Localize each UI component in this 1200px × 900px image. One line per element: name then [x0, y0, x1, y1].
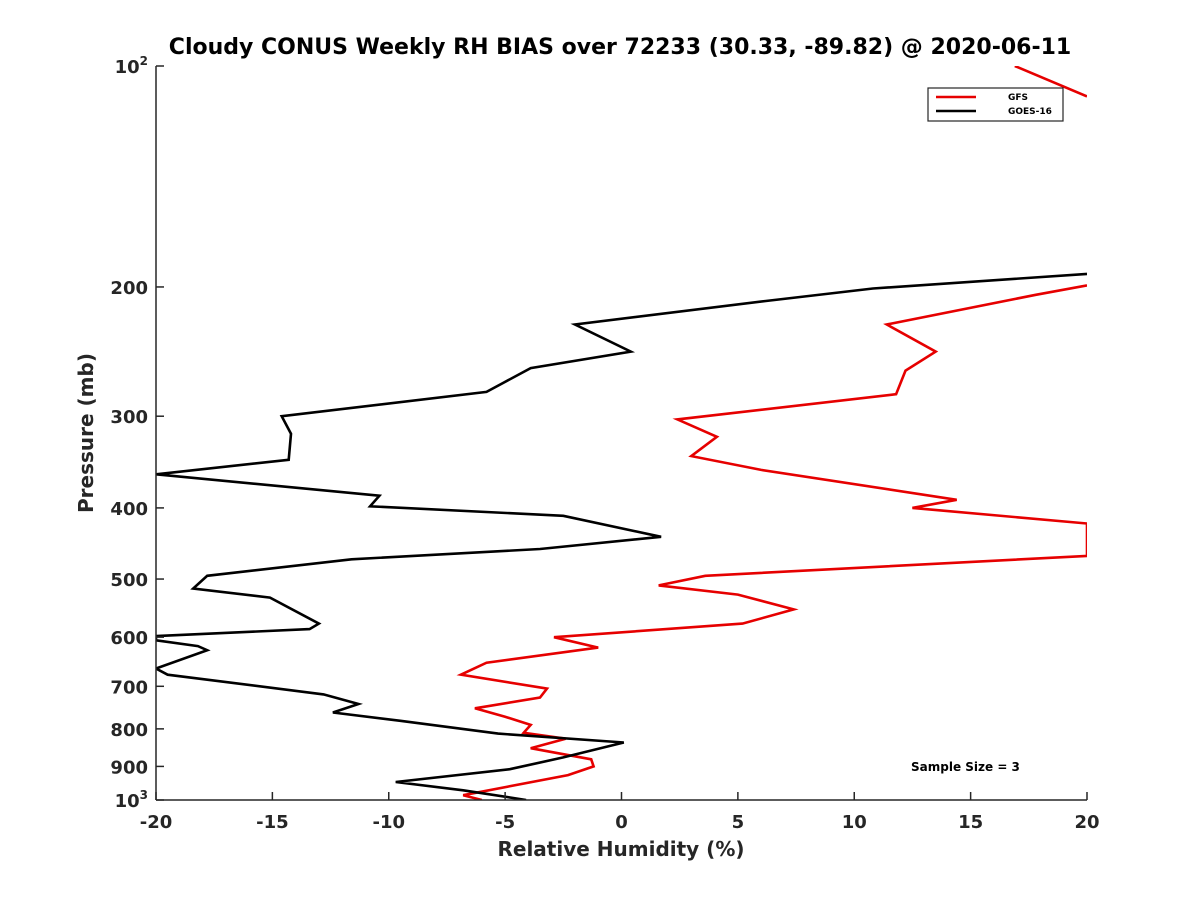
x-tick-label: -10	[372, 812, 405, 833]
y-tick-label: 300	[110, 407, 148, 428]
y-tick-label: 400	[110, 499, 148, 520]
legend: GFS GOES-16	[927, 87, 1064, 122]
legend-box	[927, 87, 1064, 122]
plot-area: -20 -15 -10 -5 0 5 10 15 20 102 200 300 400 500 600 70…	[110, 54, 1099, 833]
y-tick-label: 500	[110, 570, 148, 591]
legend-label-goes16: GOES-16	[1008, 107, 1052, 117]
x-tick-label: 5	[732, 812, 745, 833]
y-tick-label: 103	[115, 788, 148, 812]
y-tick-label: 600	[110, 628, 148, 649]
x-axis-ticks: -20 -15 -10 -5 0 5 10 15 20	[140, 792, 1100, 833]
sample-size-annotation: Sample Size = 3	[911, 760, 1020, 774]
x-tick-label: -20	[140, 812, 173, 833]
series-line-gfs	[456, 284, 1087, 800]
y-axis-ticks: 102 200 300 400 500 600 700 800 900 103	[110, 54, 164, 812]
y-tick-label: 900	[110, 757, 148, 778]
y-tick-label: 800	[110, 720, 148, 741]
legend-label-gfs: GFS	[1008, 93, 1028, 103]
y-axis-label: Pressure (mb)	[74, 353, 98, 513]
y-tick-label: 200	[110, 278, 148, 299]
x-tick-label: 10	[842, 812, 867, 833]
x-tick-label: -15	[256, 812, 289, 833]
x-tick-label: 20	[1074, 812, 1099, 833]
x-tick-label: 15	[958, 812, 983, 833]
chart-title: Cloudy CONUS Weekly RH BIAS over 72233 (…	[169, 35, 1071, 60]
x-axis-label: Relative Humidity (%)	[497, 837, 744, 861]
y-tick-label: 700	[110, 677, 148, 698]
y-tick-label: 102	[115, 54, 148, 78]
series-line-gfs-top-segment	[1014, 66, 1087, 98]
series-line-goes-16	[156, 272, 1087, 800]
series-layer	[156, 66, 1087, 800]
x-tick-label: -5	[495, 812, 515, 833]
x-tick-label: 0	[615, 812, 628, 833]
